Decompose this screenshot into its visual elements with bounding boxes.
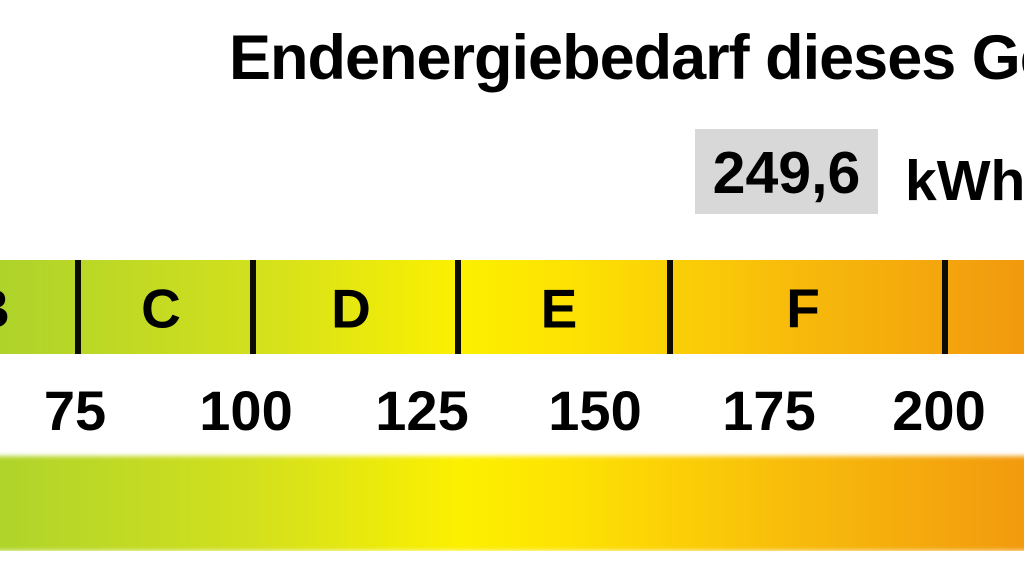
energy-scale-band: B C D E F (0, 260, 1024, 354)
unit-label: kWh/(m²·a) (905, 149, 1024, 213)
axis-label-75: 75 (43, 379, 107, 442)
bottom-whitespace (0, 551, 1024, 576)
class-letter-d: D (331, 277, 371, 340)
axis-label-175: 175 (722, 379, 816, 442)
class-boundary-tick-cd (250, 260, 256, 354)
class-boundary-tick-ef (667, 260, 673, 354)
axis-label-200: 200 (892, 379, 986, 442)
value-box: 249,6 (695, 129, 878, 214)
axis-label-row: 75 100 125 150 175 200 (0, 354, 1024, 455)
class-boundary-tick-fg (942, 260, 948, 354)
class-boundary-tick-bc (75, 260, 81, 354)
chart-title: Endenergiebedarf dieses Gebäudes (229, 23, 1024, 93)
axis-label-125: 125 (375, 379, 469, 442)
class-letter-c: C (141, 277, 181, 340)
energy-value-text: 249,6 (712, 139, 861, 206)
axis-label-150: 150 (548, 379, 642, 442)
axis-label-100: 100 (199, 379, 293, 442)
class-boundary-tick-de (455, 260, 461, 354)
class-letter-f: F (786, 277, 820, 340)
class-letter-b: B (0, 281, 10, 337)
class-letter-e: E (540, 277, 578, 340)
lower-scale-band (0, 456, 1024, 551)
